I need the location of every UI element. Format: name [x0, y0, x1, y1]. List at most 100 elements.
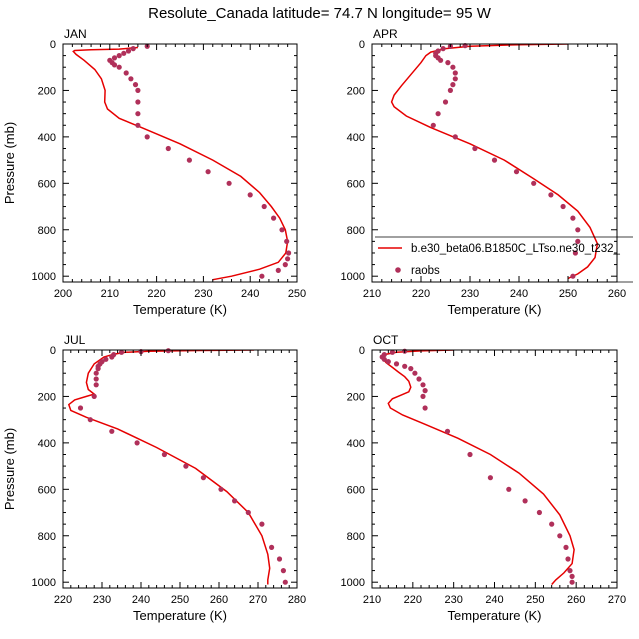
raobs-point	[87, 417, 93, 423]
raobs-point	[259, 521, 265, 527]
panel-label: OCT	[373, 333, 399, 347]
model-profile-line	[72, 46, 289, 281]
x-tick-label: 210	[363, 288, 381, 300]
x-tick-label: 250	[526, 594, 544, 606]
raobs-point	[570, 215, 576, 221]
raobs-point	[226, 180, 232, 186]
y-tick-label: 600	[38, 178, 56, 190]
raobs-point	[491, 157, 498, 163]
raobs-point	[183, 463, 189, 469]
raobs-point	[245, 509, 251, 516]
y-tick-label: 0	[50, 39, 56, 51]
raobs-point	[430, 122, 436, 128]
raobs-point	[125, 48, 132, 54]
raobs-point	[422, 388, 428, 394]
panel-label: APR	[373, 27, 398, 41]
raobs-point	[259, 273, 265, 279]
model-profile-line	[390, 44, 599, 280]
raobs-point	[452, 76, 458, 82]
y-tick-label: 0	[50, 345, 56, 357]
panel-jan: 200 210 220 230 240 250 0 200 400 600 800 1000 JAN Te…	[2, 27, 306, 317]
x-tick-label: 210	[363, 594, 381, 606]
x-tick-label: 280	[288, 594, 306, 606]
raobs-point	[420, 393, 426, 399]
raobs-point	[93, 382, 99, 388]
raobs-point	[271, 215, 277, 221]
raobs-point	[402, 363, 408, 369]
raobs-point	[282, 579, 288, 585]
x-tick-label: 260	[210, 594, 228, 606]
x-tick-label: 200	[54, 288, 72, 300]
x-axis-label: Temperature (K)	[133, 302, 227, 317]
y-tick-label: 400	[38, 438, 56, 450]
raobs-point	[144, 134, 150, 140]
y-axis-label: Pressure (mb)	[2, 122, 17, 204]
y-tick-label: 0	[359, 39, 365, 51]
raobs-point	[522, 498, 528, 504]
raobs-point	[165, 348, 171, 354]
legend-model-label: b.e30_beta06.B1850C_LTso.ne30_t232_	[411, 243, 620, 255]
raobs-point	[279, 227, 285, 233]
x-tick-label: 240	[510, 288, 528, 300]
raobs-point	[575, 238, 581, 244]
raobs-point	[452, 70, 458, 76]
y-tick-label: 200	[38, 85, 56, 97]
raobs-point	[560, 203, 566, 210]
raobs-point	[282, 262, 288, 268]
panel-label: JUL	[64, 333, 86, 347]
raobs-point	[132, 82, 139, 88]
raobs-point	[572, 250, 579, 256]
y-tick-label: 1000	[341, 271, 365, 283]
x-tick-label: 220	[404, 594, 422, 606]
raobs-point	[135, 111, 141, 117]
y-tick-label: 200	[38, 391, 56, 403]
raobs-point	[116, 53, 122, 59]
raobs-point	[284, 238, 290, 244]
x-tick-label: 210	[101, 288, 119, 300]
x-tick-label: 240	[241, 288, 259, 300]
raobs-point	[450, 64, 456, 70]
raobs-point	[232, 498, 238, 504]
raobs-point	[261, 203, 267, 210]
x-tick-label: 240	[132, 594, 150, 606]
raobs-point	[385, 359, 391, 365]
raobs-point	[447, 87, 453, 93]
raobs-point	[118, 349, 125, 355]
raobs-point	[247, 192, 253, 198]
raobs-point	[77, 405, 84, 411]
raobs-point	[218, 486, 224, 492]
raobs-point	[416, 376, 422, 382]
legend: b.e30_beta06.B1850C_LTso.ne30_t232_ raob…	[375, 236, 633, 283]
raobs-point	[513, 169, 520, 175]
y-tick-label: 800	[38, 531, 56, 543]
raobs-point	[103, 356, 109, 362]
raobs-point	[569, 573, 575, 580]
raobs-point	[109, 428, 115, 434]
raobs-point	[130, 46, 136, 52]
raobs-point	[381, 356, 387, 362]
panel-oct: 210 220 230 240 250 260 270 0 200 400 600 800 1000 OC…	[341, 333, 627, 623]
x-tick-label: 220	[412, 288, 430, 300]
raobs-point	[444, 428, 451, 434]
y-tick-label: 800	[38, 225, 56, 237]
x-tick-label: 230	[93, 594, 111, 606]
raobs-point	[563, 544, 569, 551]
x-tick-label: 230	[444, 594, 462, 606]
raobs-point	[269, 544, 275, 551]
raobs-point	[93, 370, 99, 376]
y-tick-label: 200	[347, 85, 365, 97]
y-tick-label: 600	[347, 178, 365, 190]
x-axis-label: Temperature (K)	[133, 608, 227, 623]
raobs-point	[285, 256, 291, 262]
y-tick-label: 1000	[341, 577, 365, 589]
y-axis-label: Pressure (mb)	[2, 428, 17, 510]
x-tick-label: 250	[559, 288, 577, 300]
plot-frame	[371, 349, 618, 589]
raobs-point	[165, 145, 171, 152]
raobs-point	[408, 366, 414, 372]
raobs-point	[161, 451, 167, 458]
x-tick-label: 270	[249, 594, 267, 606]
raobs-point	[109, 354, 115, 360]
panel-jul: 220 230 240 250 260 270 280 0 200 400 600 800 1000 JU…	[2, 333, 306, 623]
raobs-point	[286, 250, 292, 256]
